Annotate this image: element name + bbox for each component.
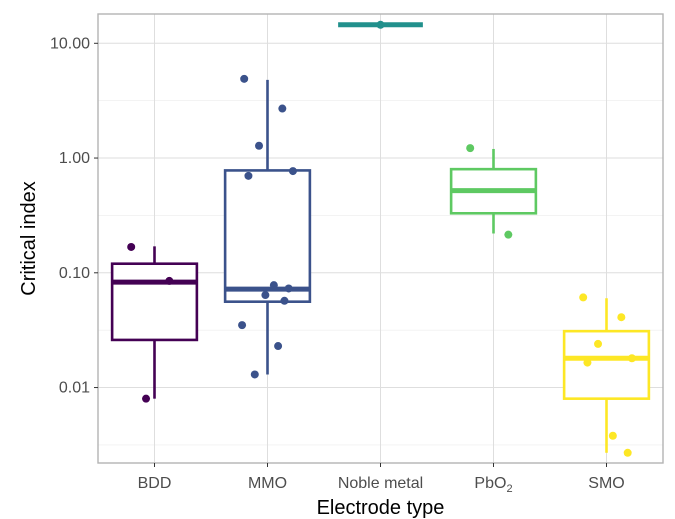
data-point [284, 284, 293, 293]
data-point [269, 281, 278, 290]
y-tick-label: 0.10 [59, 265, 90, 282]
box-pbo [449, 148, 538, 234]
data-point [466, 144, 475, 153]
data-point [127, 242, 136, 251]
y-tick-label: 10.00 [50, 35, 90, 52]
data-point [274, 342, 283, 351]
data-point [142, 394, 151, 403]
x-tick-label: BDD [138, 475, 172, 492]
data-point [288, 167, 297, 176]
data-point [278, 104, 287, 113]
data-point [623, 448, 632, 457]
box-layer [110, 22, 651, 453]
x-axis-title: Electrode type [317, 497, 445, 519]
y-axis-ticks: 0.01 0.10 1.00 10.00 [50, 35, 98, 397]
data-point [238, 321, 247, 330]
y-tick-label: 0.01 [59, 380, 90, 397]
data-point [261, 291, 270, 300]
box-bdd [110, 246, 199, 399]
box-iqr [110, 262, 199, 342]
y-tick-label: 1.00 [59, 150, 90, 167]
x-tick-label: MMO [248, 475, 287, 492]
data-point [504, 230, 513, 239]
box-smo [562, 298, 651, 453]
data-point [244, 171, 253, 180]
data-point [250, 370, 259, 379]
data-point [280, 296, 289, 305]
data-point [165, 276, 174, 285]
x-axis-ticks: BDD MMO Noble metal PbO2 SMO [138, 463, 625, 495]
data-point [255, 141, 264, 150]
box-iqr [562, 329, 651, 400]
data-point [240, 74, 249, 83]
data-point [594, 339, 603, 348]
x-tick-label-subscript: 2 [506, 483, 512, 495]
data-point [583, 358, 592, 367]
data-point [376, 20, 385, 29]
point-layer [127, 20, 636, 457]
x-tick-label: PbO2 [474, 475, 512, 495]
x-tick-label: Noble metal [338, 475, 423, 492]
data-point [608, 431, 617, 440]
y-axis-title: Critical index [18, 181, 40, 295]
box-mmo [223, 79, 312, 375]
data-point [579, 293, 588, 302]
data-point [617, 313, 626, 322]
data-point [627, 354, 636, 363]
x-tick-label: SMO [588, 475, 624, 492]
box-iqr [223, 169, 312, 303]
